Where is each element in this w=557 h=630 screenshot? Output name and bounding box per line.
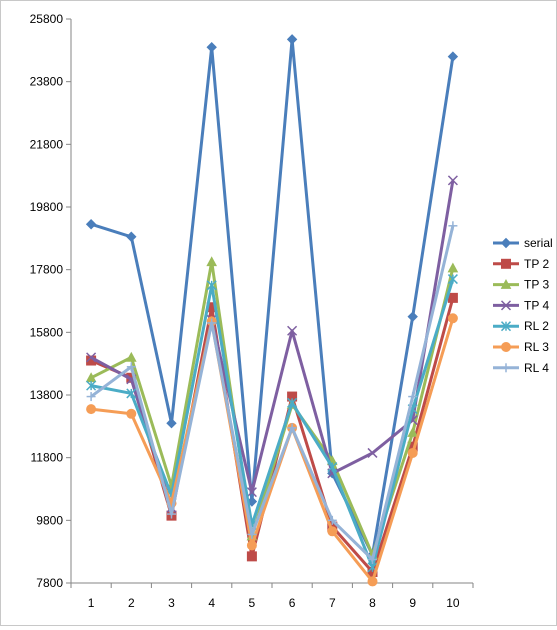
data-point-rl-4 — [287, 423, 297, 433]
data-point-tp-2 — [246, 551, 257, 562]
data-point-tp-3 — [407, 427, 419, 437]
data-point-rl-3 — [367, 576, 378, 587]
data-point-tp-4 — [246, 487, 257, 498]
legend-marker-tp-4-stroke — [500, 300, 512, 311]
data-point-rl-4 — [448, 221, 458, 231]
data-point-rl-4 — [408, 392, 418, 402]
data-point-rl-3 — [246, 540, 257, 551]
data-point-tp-4-stroke — [287, 325, 298, 336]
legend-marker-tp-3 — [500, 279, 512, 289]
x-tick-label: 1 — [88, 596, 95, 610]
legend-item-tp-2: TP 2 — [493, 257, 549, 271]
data-point-tp-2 — [447, 292, 458, 303]
data-point-tp-3 — [447, 262, 459, 273]
data-point-tp-4 — [86, 352, 97, 363]
data-point-rl-2 — [126, 388, 137, 399]
y-tick-label: 19800 — [30, 200, 64, 214]
data-point-serial — [85, 219, 97, 230]
legend-marker-serial — [500, 237, 512, 249]
data-point-tp-3 — [125, 351, 137, 362]
axes: 7800980011800138001580017800198002180023… — [30, 12, 474, 610]
series-line-rl-3 — [90, 317, 455, 583]
y-tick-label: 23800 — [30, 75, 64, 89]
legend-item-tp-4: TP 4 — [493, 298, 549, 312]
data-point-tp-4 — [447, 175, 458, 186]
data-point-rl-2 — [287, 397, 298, 408]
legend-item-serial: serial — [493, 236, 553, 250]
data-point-rl-4 — [368, 555, 377, 564]
legend-item-tp-3: TP 3 — [493, 278, 549, 292]
x-tick-label: 2 — [128, 596, 135, 610]
legend-marker-rl-3 — [501, 342, 511, 352]
data-point-rl-3 — [327, 526, 338, 537]
legend-item-rl-3: RL 3 — [493, 340, 549, 354]
y-tick-label: 21800 — [30, 137, 64, 151]
x-tick-label: 8 — [369, 596, 376, 610]
series-rl-2 — [86, 274, 458, 573]
y-tick-label: 11800 — [31, 451, 64, 465]
x-tick-label: 5 — [249, 596, 256, 610]
legend-marker-rl-2 — [500, 321, 512, 332]
data-point-tp-3 — [206, 256, 218, 267]
legend-label-rl-4: RL 4 — [524, 361, 549, 375]
series-rl-4 — [86, 221, 458, 564]
y-tick-label: 15800 — [30, 325, 64, 339]
y-tick-label: 17800 — [30, 263, 64, 277]
legend-item-rl-4: RL 4 — [493, 361, 549, 375]
data-point-rl-3 — [126, 408, 137, 419]
data-point-rl-4 — [86, 392, 96, 402]
y-tick-label: 7800 — [36, 576, 63, 590]
legend-item-rl-2: RL 2 — [493, 319, 549, 333]
y-tick-label: 13800 — [30, 388, 64, 402]
legend-label-rl-3: RL 3 — [524, 340, 549, 354]
data-point-rl-4 — [207, 318, 217, 328]
data-point-tp-4-stroke — [447, 175, 458, 186]
data-point-tp-4-stroke — [86, 352, 97, 363]
legend-label-rl-2: RL 2 — [524, 319, 549, 333]
data-point-rl-4 — [167, 509, 176, 519]
data-point-rl-3 — [407, 447, 418, 458]
series-line-tp-2 — [90, 297, 455, 574]
data-point-serial — [206, 41, 217, 53]
data-point-tp-4 — [367, 447, 378, 458]
series-layer — [85, 34, 459, 587]
series-line-rl-4 — [90, 225, 455, 561]
legend-label-tp-4: TP 4 — [524, 298, 549, 312]
legend-label-serial: serial — [524, 236, 553, 250]
data-point-serial — [447, 51, 459, 62]
data-point-rl-4 — [247, 529, 257, 539]
legend-label-tp-3: TP 3 — [524, 278, 549, 292]
data-point-tp-4 — [287, 325, 298, 336]
data-point-tp-4-stroke — [246, 487, 257, 498]
data-point-rl-2 — [327, 462, 338, 473]
x-tick-label: 9 — [409, 596, 416, 610]
legend-label-tp-2: TP 2 — [524, 257, 549, 271]
data-point-rl-2 — [447, 274, 458, 285]
data-point-rl-4 — [327, 515, 337, 525]
data-point-rl-2 — [206, 280, 217, 291]
x-tick-label: 6 — [289, 596, 296, 610]
data-point-serial — [166, 417, 177, 429]
data-point-rl-3 — [447, 313, 458, 324]
legend-marker-tp-4 — [500, 300, 512, 311]
x-tick-label: 3 — [168, 596, 175, 610]
data-point-tp-4-stroke — [367, 447, 378, 458]
x-tick-label: 7 — [329, 596, 336, 610]
data-point-serial — [407, 311, 418, 322]
y-tick-label: 25800 — [30, 12, 64, 26]
legend-marker-tp-2 — [501, 258, 511, 269]
data-point-serial — [286, 34, 298, 45]
x-tick-label: 10 — [446, 596, 460, 610]
data-point-serial — [126, 231, 137, 242]
x-tick-label: 4 — [208, 596, 215, 610]
legend-marker-rl-4 — [501, 363, 511, 373]
legend: serial TP 2 TP 3 TP 4 RL 2 RL 3 RL 4 — [493, 236, 553, 375]
data-point-rl-3 — [86, 404, 97, 415]
data-point-rl-2 — [86, 380, 97, 391]
y-tick-label: 9800 — [36, 513, 63, 527]
data-point-rl-4 — [126, 362, 136, 372]
